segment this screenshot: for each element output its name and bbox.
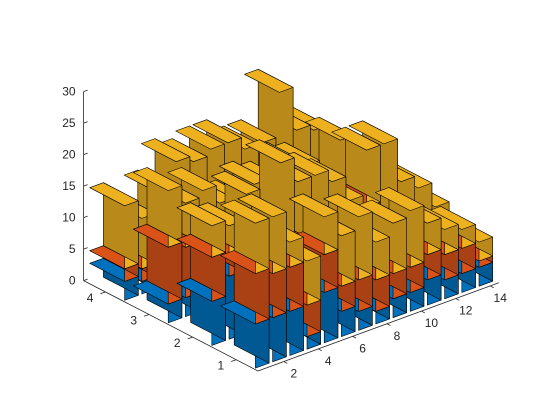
z-tick-label: 10 — [62, 211, 76, 225]
bar-top-face — [237, 193, 287, 218]
bar-top-face — [133, 167, 183, 191]
bar-top-face — [176, 202, 226, 227]
z-tick-mark — [83, 184, 88, 187]
z-tick-mark — [83, 247, 88, 250]
z-tick-label: 20 — [62, 148, 76, 162]
x-axis-line — [257, 282, 499, 372]
y-tick-mark — [100, 291, 106, 295]
y-tick-label: 2 — [174, 336, 181, 350]
y-tick-label: 1 — [218, 359, 225, 373]
bar-top-face — [192, 119, 242, 144]
bar-top-face — [244, 69, 294, 93]
z-tick-mark — [83, 215, 88, 218]
bars-layer — [89, 69, 494, 369]
z-tick-mark — [83, 152, 88, 155]
bar-top-face — [323, 193, 373, 218]
z-tick-label: 25 — [62, 116, 76, 130]
bar-top-face — [331, 126, 381, 151]
z-tick-mark — [83, 278, 88, 281]
z-tick-label: 15 — [62, 179, 76, 193]
bar-top-face — [245, 139, 295, 164]
x-tick-mark — [318, 348, 322, 352]
bar-x1-row4 — [89, 182, 139, 301]
bar-top-face — [227, 119, 277, 144]
x-tick-label: 6 — [359, 341, 366, 355]
bar-x1-row1 — [220, 199, 270, 369]
x-tick-mark — [421, 310, 426, 314]
x-tick-mark — [352, 335, 357, 339]
x-tick-label: 14 — [494, 291, 508, 305]
y-tick-label: 4 — [87, 291, 94, 305]
x-tick-label: 2 — [290, 367, 297, 381]
x-tick-mark — [455, 298, 460, 301]
x-tick-label: 10 — [425, 316, 439, 330]
bar-top-face — [211, 170, 261, 195]
x-tick-mark — [283, 361, 288, 364]
bar-top-face — [89, 182, 139, 207]
y-tick-mark — [143, 314, 150, 317]
z-tick-mark — [83, 89, 88, 92]
x-tick-mark — [490, 285, 494, 289]
bar-top-face — [288, 193, 339, 218]
x-tick-mark — [386, 323, 391, 326]
bar-top-face — [220, 199, 270, 224]
bar-top-face — [167, 167, 217, 191]
y-axis-line — [83, 280, 259, 372]
z-tick-label: 5 — [69, 242, 76, 256]
z-tick-label: 0 — [69, 274, 76, 288]
bar-top-face — [348, 120, 398, 145]
y-tick-mark — [231, 359, 237, 362]
x-tick-label: 4 — [325, 354, 332, 368]
z-tick-label: 30 — [62, 85, 76, 99]
y-tick-mark — [187, 336, 193, 340]
bar-top-face — [141, 138, 191, 162]
bar-top-face — [175, 125, 225, 150]
bar-x1-row3 — [133, 167, 183, 324]
x-tick-label: 8 — [394, 329, 401, 343]
bar-x1-row2 — [176, 202, 226, 346]
z-tick-mark — [83, 121, 88, 124]
bar-top-face — [374, 187, 425, 211]
y-tick-label: 3 — [130, 314, 137, 328]
x-tick-label: 12 — [459, 304, 473, 318]
